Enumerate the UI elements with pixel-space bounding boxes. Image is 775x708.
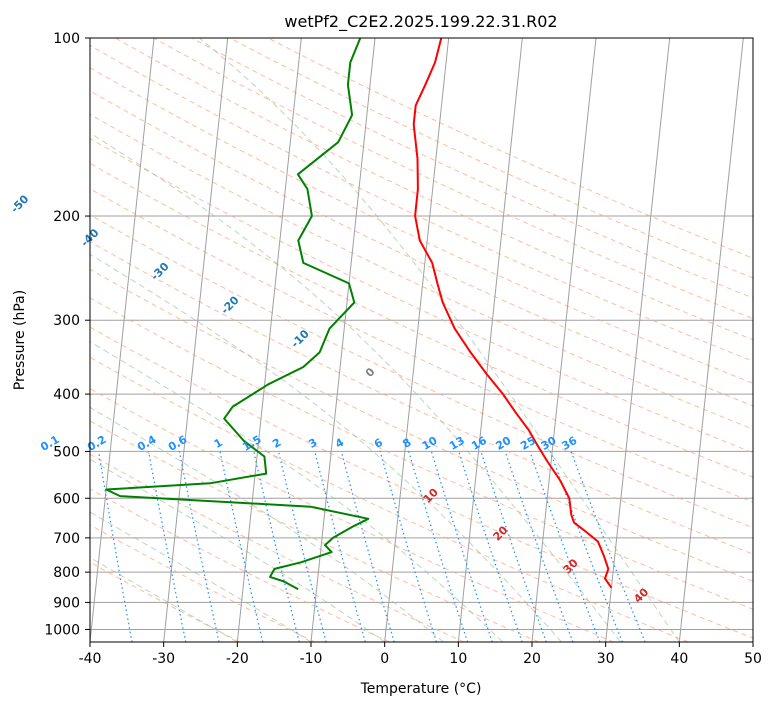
isotherm-line <box>678 38 744 642</box>
axis-ticks: -40 -30 -20 -10 0 10 20 30 40 50 100 200 300 400 500 60… <box>44 31 762 667</box>
y-tick-label: 300 <box>53 313 80 329</box>
x-tick-label: -40 <box>79 651 102 667</box>
x-tick-label: 20 <box>523 651 541 667</box>
dry-adiabat-line <box>90 268 753 582</box>
moist-adiabat-line <box>199 38 680 642</box>
isotherm-line <box>310 38 376 642</box>
isotherm-line <box>384 38 450 642</box>
dry-adiabat-line <box>191 38 753 299</box>
dry-adiabat-line <box>90 44 753 362</box>
isotherm-line <box>163 38 229 642</box>
y-tick-label: 600 <box>53 491 80 507</box>
dry-adiabat-line <box>90 241 753 555</box>
dry-adiabat-line <box>90 524 315 642</box>
plot-frame <box>89 37 754 643</box>
x-tick-label: -30 <box>152 651 175 667</box>
dry-adiabat-line <box>90 137 753 454</box>
mixing-ratio-line <box>379 451 437 642</box>
isotherm-line <box>90 38 155 642</box>
isotherm-line <box>531 38 597 642</box>
isotherm-line <box>605 38 671 642</box>
moist-adiabat-line <box>90 253 562 642</box>
temperature-profile-line <box>412 38 613 589</box>
chart-title: wetPf2_C2E2.2025.199.22.31.R02 <box>284 12 557 32</box>
mixing-ratio-line <box>570 451 646 642</box>
y-tick-label: 400 <box>53 387 80 403</box>
dewpoint-profile-line <box>105 38 370 591</box>
moist-adiabat-line <box>90 557 238 642</box>
y-tick-label: 900 <box>53 595 80 611</box>
isotherm-line <box>457 38 523 642</box>
y-axis-label: Pressure (hPa) <box>12 290 28 390</box>
x-tick-label: 10 <box>449 651 467 667</box>
dry-adiabat-line <box>90 453 465 642</box>
mixing-ratio-line <box>148 451 187 642</box>
x-tick-label: 50 <box>744 651 762 667</box>
dry-adiabat-line <box>90 356 689 642</box>
y-tick-label: 200 <box>53 209 80 225</box>
dry-adiabat-line <box>90 388 614 642</box>
dry-adiabat-line <box>115 38 753 341</box>
x-tick-label: 40 <box>670 651 688 667</box>
x-tick-label: 30 <box>597 651 615 667</box>
y-tick-label: 100 <box>53 31 80 47</box>
y-tick-label: 800 <box>53 565 80 581</box>
x-axis-label: Temperature (°C) <box>360 681 482 697</box>
mixing-ratio-line <box>98 451 133 642</box>
x-tick-label: -10 <box>300 651 323 667</box>
mixing-ratio-line <box>340 451 395 642</box>
x-tick-label: 0 <box>380 651 389 667</box>
isotherm-line <box>236 38 302 642</box>
dry-adiabat-line <box>90 90 753 407</box>
dry-adiabat-line <box>90 420 540 642</box>
sounding-profiles <box>105 38 613 591</box>
mixing-ratio-line <box>430 451 493 642</box>
y-tick-label: 1000 <box>44 622 80 638</box>
moist-adiabat-line <box>90 132 621 642</box>
x-tick-label: -20 <box>226 651 249 667</box>
mixing-ratio-line <box>408 451 469 642</box>
reference-lines <box>90 38 753 642</box>
mixing-ratio-line <box>549 451 623 642</box>
y-tick-label: 700 <box>53 531 80 547</box>
moist-adiabat-line <box>90 341 503 642</box>
dry-adiabat-line <box>90 188 753 503</box>
y-tick-label: 500 <box>53 444 80 460</box>
dry-adiabat-line <box>90 561 241 642</box>
dry-adiabat-line <box>90 326 753 639</box>
